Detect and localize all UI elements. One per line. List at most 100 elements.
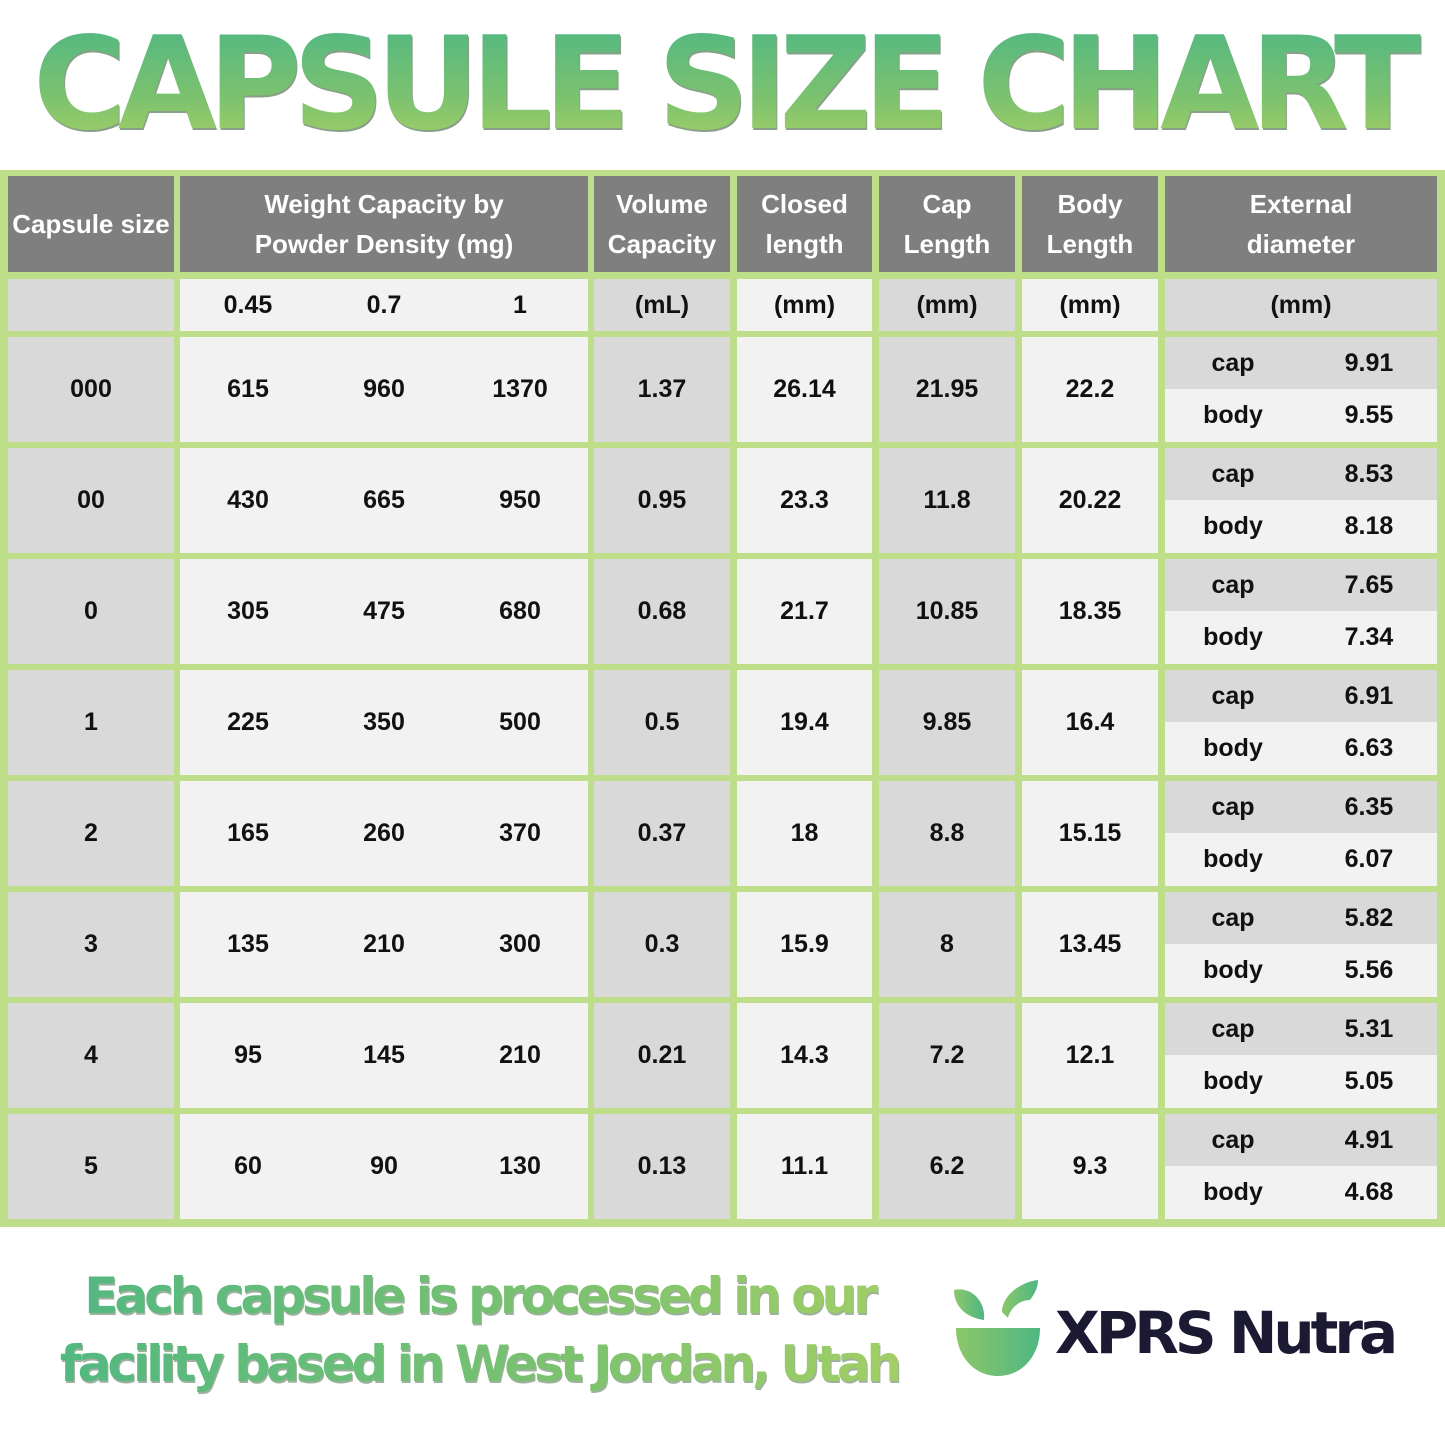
ext-cap-label: cap — [1211, 1014, 1255, 1043]
cap-length-cell: 9.85 — [879, 670, 1015, 775]
header-label: Capsule size — [12, 209, 170, 239]
weight-045-value: 60 — [234, 1152, 262, 1180]
units-closed: (mm) — [737, 279, 872, 331]
density-07: 0.7 — [366, 290, 402, 319]
closed-length-cell: 15.9 — [737, 892, 872, 997]
page-title: CAPSULE SIZE CHART — [0, 20, 1445, 150]
closed-length-cell: 18 — [737, 781, 872, 886]
weight-capacity-cells: 135 210 300 — [180, 892, 588, 997]
units-cap: (mm) — [879, 279, 1015, 331]
capsule-size-cell: 2 — [8, 781, 174, 886]
capsule-size-cell: 4 — [8, 1003, 174, 1108]
ext-body-row: body 4.68 — [1165, 1166, 1437, 1219]
ext-body-label: body — [1203, 623, 1263, 651]
weight-1-value: 1370 — [492, 375, 548, 403]
ext-body-value: 5.56 — [1344, 956, 1394, 984]
external-diameter-cell: cap 6.91 body 6.63 — [1165, 670, 1437, 775]
header-label: Powder Density (mg) — [254, 229, 514, 259]
ext-cap-row: cap 5.82 — [1165, 892, 1437, 944]
weight-07-value: 665 — [363, 486, 405, 514]
weight-1-value: 500 — [499, 708, 541, 736]
units-body: (mm) — [1022, 279, 1158, 331]
weight-045-value: 135 — [227, 930, 269, 958]
header-label: Closed — [761, 189, 848, 219]
volume-cell: 0.68 — [594, 559, 730, 664]
volume-cell: 0.21 — [594, 1003, 730, 1108]
header-label: Body — [1057, 189, 1123, 219]
ext-body-label: body — [1203, 401, 1263, 429]
body-length-cell: 22.2 — [1022, 337, 1158, 442]
density-045: 0.45 — [223, 290, 273, 319]
closed-length-cell: 11.1 — [737, 1114, 872, 1219]
ext-body-row: body 7.34 — [1165, 611, 1437, 664]
cap-length-cell: 11.8 — [879, 448, 1015, 553]
tagline-line2: facility based in West Jordan, Utah — [59, 1335, 899, 1393]
closed-length-cell: 26.14 — [737, 337, 872, 442]
weight-045-value: 225 — [227, 708, 269, 736]
ext-cap-label: cap — [1211, 348, 1255, 377]
header-closed-length: Closed length — [737, 176, 872, 272]
ext-body-label: body — [1203, 1178, 1263, 1206]
capsule-size-cell: 000 — [8, 337, 174, 442]
weight-capacity-cells: 305 475 680 — [180, 559, 588, 664]
ext-body-row: body 8.18 — [1165, 500, 1437, 553]
weight-07-value: 145 — [363, 1041, 405, 1069]
header-volume-capacity: Volume Capacity — [594, 176, 730, 272]
capsule-size-cell: 5 — [8, 1114, 174, 1219]
weight-07-value: 960 — [363, 375, 405, 403]
weight-capacity-cells: 225 350 500 — [180, 670, 588, 775]
cap-length-cell: 8.8 — [879, 781, 1015, 886]
ext-cap-label: cap — [1211, 792, 1255, 821]
external-diameter-cell: cap 5.82 body 5.56 — [1165, 892, 1437, 997]
ext-cap-value: 8.53 — [1344, 459, 1394, 488]
ext-cap-row: cap 4.91 — [1165, 1114, 1437, 1166]
external-diameter-cell: cap 9.91 body 9.55 — [1165, 337, 1437, 442]
ext-cap-value: 6.91 — [1344, 681, 1394, 710]
weight-07-value: 210 — [363, 930, 405, 958]
ext-body-row: body 6.63 — [1165, 722, 1437, 775]
body-length-cell: 12.1 — [1022, 1003, 1158, 1108]
weight-capacity-cells: 60 90 130 — [180, 1114, 588, 1219]
volume-cell: 0.37 — [594, 781, 730, 886]
header-label: Length — [903, 229, 991, 259]
cap-length-cell: 10.85 — [879, 559, 1015, 664]
weight-045-value: 430 — [227, 486, 269, 514]
units-external: (mm) — [1165, 279, 1437, 331]
ext-cap-row: cap 5.31 — [1165, 1003, 1437, 1055]
ext-cap-row: cap 6.35 — [1165, 781, 1437, 833]
ext-body-label: body — [1203, 512, 1263, 540]
header-label: Length — [1046, 229, 1134, 259]
capsule-size-cell: 3 — [8, 892, 174, 997]
ext-cap-row: cap 9.91 — [1165, 337, 1437, 389]
ext-cap-label: cap — [1211, 1125, 1255, 1154]
header-label: Capacity — [607, 229, 717, 259]
capsule-size-cell: 0 — [8, 559, 174, 664]
external-diameter-cell: cap 6.35 body 6.07 — [1165, 781, 1437, 886]
ext-body-label: body — [1203, 1067, 1263, 1095]
leaf-bowl-icon — [950, 1278, 1045, 1378]
ext-body-label: body — [1203, 845, 1263, 873]
ext-body-value: 8.18 — [1344, 512, 1394, 540]
footer-tagline: Each capsule is processed in our facilit… — [14, 1262, 944, 1398]
weight-07-value: 475 — [363, 597, 405, 625]
ext-cap-value: 5.31 — [1344, 1014, 1394, 1043]
ext-cap-value: 9.91 — [1344, 348, 1394, 377]
capsule-size-cell: 1 — [8, 670, 174, 775]
ext-cap-label: cap — [1211, 903, 1255, 932]
brand-logo-text: XPRS Nutra — [1055, 1299, 1398, 1367]
weight-045-value: 305 — [227, 597, 269, 625]
body-length-cell: 13.45 — [1022, 892, 1158, 997]
ext-cap-value: 6.35 — [1344, 792, 1394, 821]
weight-1-value: 210 — [499, 1041, 541, 1069]
closed-length-cell: 23.3 — [737, 448, 872, 553]
volume-cell: 0.13 — [594, 1114, 730, 1219]
external-diameter-cell: cap 7.65 body 7.34 — [1165, 559, 1437, 664]
ext-cap-value: 7.65 — [1344, 570, 1394, 599]
volume-cell: 1.37 — [594, 337, 730, 442]
ext-cap-row: cap 8.53 — [1165, 448, 1437, 500]
density-1: 1 — [513, 290, 527, 319]
weight-1-value: 130 — [499, 1152, 541, 1180]
ext-body-label: body — [1203, 734, 1263, 762]
weight-07-value: 260 — [363, 819, 405, 847]
units-capsule-size — [8, 279, 174, 331]
